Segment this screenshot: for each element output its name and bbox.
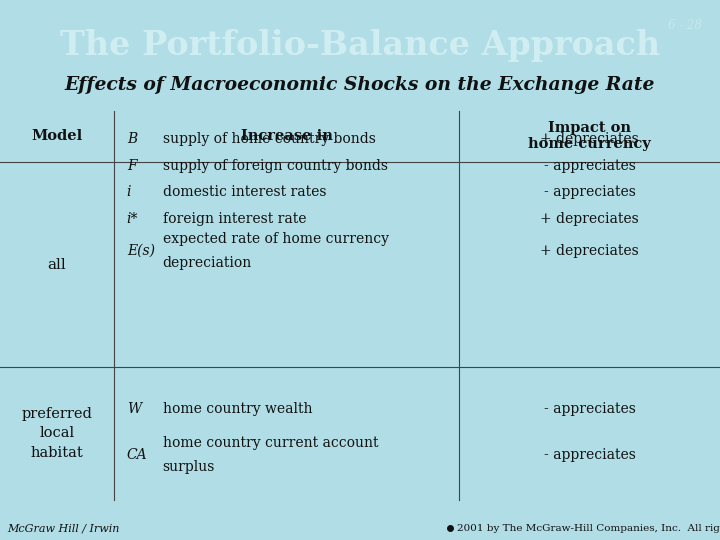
Text: + depreciates: + depreciates [540,244,639,258]
Text: - appreciates: - appreciates [544,185,636,199]
Text: domestic interest rates: domestic interest rates [163,185,326,199]
Text: + depreciates: + depreciates [540,212,639,226]
Text: supply of home country bonds: supply of home country bonds [163,132,376,146]
Text: The Portfolio-Balance Approach: The Portfolio-Balance Approach [60,29,660,62]
Text: + depreciates: + depreciates [540,132,639,146]
Text: preferred
local
habitat: preferred local habitat [22,407,92,460]
Text: i*: i* [127,212,138,226]
Text: depreciation: depreciation [163,256,252,270]
Text: B: B [127,132,137,146]
Text: - appreciates: - appreciates [544,448,636,462]
Text: expected rate of home currency: expected rate of home currency [163,232,389,246]
Text: 2001 by The McGraw-Hill Companies, Inc.  All rights reserved.: 2001 by The McGraw-Hill Companies, Inc. … [457,524,720,532]
Text: - appreciates: - appreciates [544,402,636,416]
Text: foreign interest rate: foreign interest rate [163,212,306,226]
Text: all: all [48,258,66,272]
Text: Model: Model [31,130,83,143]
Text: i: i [127,185,131,199]
Text: Impact on
home currency: Impact on home currency [528,122,651,151]
Text: Increase in: Increase in [240,130,333,143]
Text: - appreciates: - appreciates [544,159,636,173]
Text: home country wealth: home country wealth [163,402,312,416]
Text: 6 - 28: 6 - 28 [668,19,702,32]
Text: CA: CA [127,448,148,462]
Text: W: W [127,402,141,416]
Text: surplus: surplus [163,460,215,474]
Text: supply of foreign country bonds: supply of foreign country bonds [163,159,388,173]
Text: McGraw Hill / Irwin: McGraw Hill / Irwin [7,523,120,533]
Text: F: F [127,159,136,173]
Text: home country current account: home country current account [163,436,378,450]
Text: Effects of Macroeconomic Shocks on the Exchange Rate: Effects of Macroeconomic Shocks on the E… [65,76,655,94]
Text: E(s): E(s) [127,244,155,258]
